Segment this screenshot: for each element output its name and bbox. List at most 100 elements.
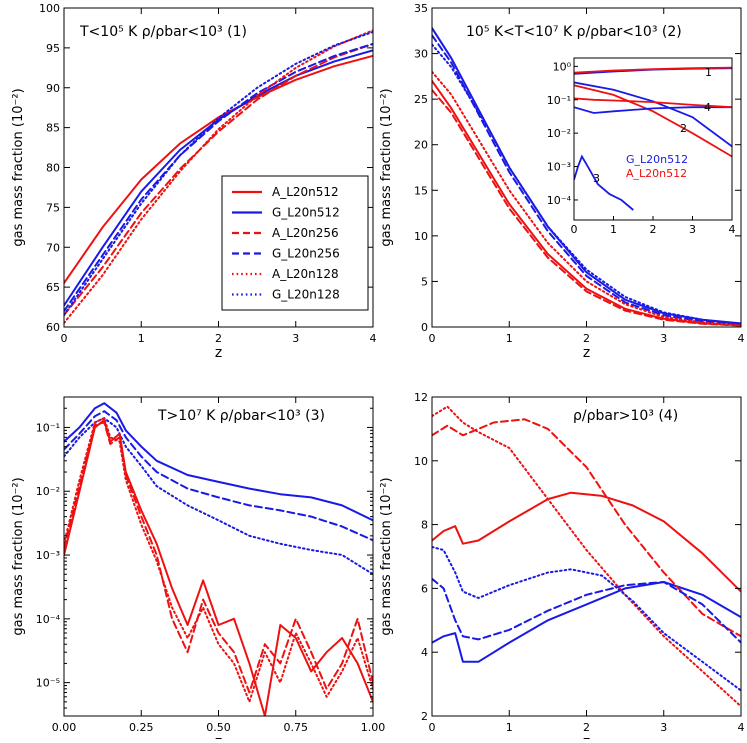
series-line-G_L20n128 — [432, 545, 741, 692]
inset-line-G-phase-4 — [574, 106, 732, 114]
panel-1-ylabel: gas mass fraction (10⁻²) — [11, 88, 26, 246]
y-tick-label: 10⁻⁵ — [36, 677, 60, 690]
x-tick-label: 1 — [138, 332, 145, 345]
panel-3-ylabel: gas mass fraction (10⁻²) — [11, 477, 26, 635]
series-line-G_L20n128 — [432, 43, 741, 325]
series-line-G_L20n512 — [432, 581, 741, 663]
y-tick-label: 0 — [421, 321, 428, 334]
series-line-G_L20n256 — [64, 410, 373, 542]
x-tick-label: 0.25 — [129, 721, 154, 734]
x-tick-label: 1 — [506, 721, 513, 734]
x-tick-label: 0.00 — [52, 721, 77, 734]
y-tick-label: 65 — [46, 281, 60, 294]
panel-2-ylabel: gas mass fraction (10⁻²) — [379, 88, 394, 246]
x-tick-label: 4 — [738, 332, 745, 345]
panel-4-xlabel: z — [583, 734, 590, 739]
y-tick-label: 10⁻¹ — [36, 421, 60, 434]
inset-series — [574, 66, 732, 211]
y-tick-label: 5 — [421, 275, 428, 288]
inset-line-A-phase-4 — [574, 97, 732, 109]
x-tick-label: 2 — [583, 332, 590, 345]
inset-line-G-phase-3 — [574, 154, 634, 211]
series-line-A_L20n128 — [432, 405, 741, 708]
panel-1-series — [64, 29, 373, 324]
x-tick-label: 3 — [292, 332, 299, 345]
y-tick-label: 12 — [414, 391, 428, 404]
series-line-A_L20n128 — [64, 417, 373, 703]
x-tick-label: 0 — [429, 332, 436, 345]
inset-chart: 0 1 2 3 4 10⁰ 10⁻¹ 10⁻² 10⁻³ 10⁻⁴ 1 2 3 4 G_L20n5… — [547, 57, 736, 236]
legend-label-G_L20n512: G_L20n512 — [272, 206, 340, 220]
inset-x-tick-label: 4 — [729, 223, 736, 236]
inset-line-A-phase-1 — [574, 66, 732, 74]
y-tick-label: 70 — [46, 241, 60, 254]
inset-ticks: 0 1 2 3 4 10⁰ 10⁻¹ 10⁻² 10⁻³ 10⁻⁴ — [547, 60, 736, 236]
series-line-A_L20n256 — [432, 418, 741, 638]
x-tick-label: 2 — [215, 332, 222, 345]
y-tick-label: 8 — [421, 519, 428, 532]
series-line-A_L20n128 — [64, 29, 373, 324]
y-tick-label: 85 — [46, 122, 60, 135]
panel-4-title: ρ/ρbar>10³ (4) — [573, 408, 678, 424]
x-tick-label: 1.00 — [361, 721, 386, 734]
panel-2-xlabel: z — [583, 345, 590, 361]
panel-1-xlabel: z — [215, 345, 222, 361]
series-line-A_L20n256 — [432, 89, 741, 327]
x-tick-label: 0.75 — [284, 721, 309, 734]
x-tick-label: 3 — [660, 721, 667, 734]
y-tick-label: 100 — [39, 2, 60, 15]
legend-label-A_L20n512: A_L20n512 — [272, 185, 339, 199]
y-tick-label: 60 — [46, 321, 60, 334]
y-tick-label: 10⁻² — [36, 485, 60, 498]
legend-label-G_L20n256: G_L20n256 — [272, 247, 340, 261]
inset-y-tick-label: 10⁻⁴ — [547, 194, 572, 207]
panel-1-ticks: 0 1 2 3 4 60 65 70 75 80 85 90 95 100 — [39, 2, 377, 345]
legend-rows: A_L20n512 G_L20n512 A_L20n256 G_L20n256 A_L2… — [232, 185, 340, 302]
inset-y-tick-label: 10⁻² — [547, 127, 571, 140]
inset-line-A-phase-2 — [574, 84, 732, 158]
series-line-A_L20n512 — [64, 54, 373, 285]
y-tick-label: 10 — [414, 230, 428, 243]
y-tick-label: 4 — [421, 646, 428, 659]
legend: A_L20n512 G_L20n512 A_L20n256 G_L20n256 A_L2… — [221, 175, 369, 311]
x-tick-label: 1 — [506, 332, 513, 345]
y-tick-label: 75 — [46, 201, 60, 214]
panel-4-ylabel: gas mass fraction (10⁻²) — [379, 477, 394, 635]
series-line-G_L20n512 — [64, 49, 373, 307]
y-tick-label: 10⁻³ — [36, 549, 60, 562]
y-tick-label: 25 — [414, 93, 428, 106]
inset-x-tick-label: 0 — [571, 223, 578, 236]
y-tick-label: 30 — [414, 48, 428, 61]
inset-label-3: 3 — [593, 172, 600, 185]
inset-background — [574, 58, 732, 220]
legend-label-A_L20n256: A_L20n256 — [272, 226, 339, 240]
series-line-A_L20n256 — [64, 421, 373, 694]
series-line-G_L20n128 — [64, 30, 373, 316]
y-tick-label: 15 — [414, 184, 428, 197]
series-line-G_L20n256 — [432, 34, 741, 326]
legend-box — [221, 175, 369, 311]
inset-label-2: 2 — [680, 122, 687, 135]
y-tick-label: 80 — [46, 162, 60, 175]
series-line-G_L20n512 — [64, 402, 373, 522]
y-tick-label: 90 — [46, 82, 60, 95]
inset-y-tick-label: 10⁻³ — [547, 161, 571, 174]
y-tick-label: 6 — [421, 582, 428, 595]
panel-2-series — [432, 27, 741, 327]
y-tick-label: 2 — [421, 710, 428, 723]
inset-x-tick-label: 1 — [610, 223, 617, 236]
inset-y-tick-label: 10⁰ — [553, 60, 572, 73]
series-line-A_L20n128 — [432, 70, 741, 327]
panel-3-series — [64, 402, 373, 716]
panel-1: 0 1 2 3 4 60 65 70 75 80 85 90 95 100 T<10⁵ K ρ/ρbar<… — [11, 2, 377, 361]
inset-x-tick-label: 2 — [650, 223, 657, 236]
panel-3-title: T>10⁷ K ρ/ρbar<10³ (3) — [157, 408, 325, 424]
y-tick-label: 95 — [46, 42, 60, 55]
series-line-G_L20n128 — [64, 417, 373, 576]
inset-x-tick-label: 3 — [689, 223, 696, 236]
panel-3: 0.00 0.25 0.50 0.75 1.00 10⁻⁵ 10⁻⁴ 10⁻³ 10⁻² 10⁻¹… — [11, 396, 386, 743]
